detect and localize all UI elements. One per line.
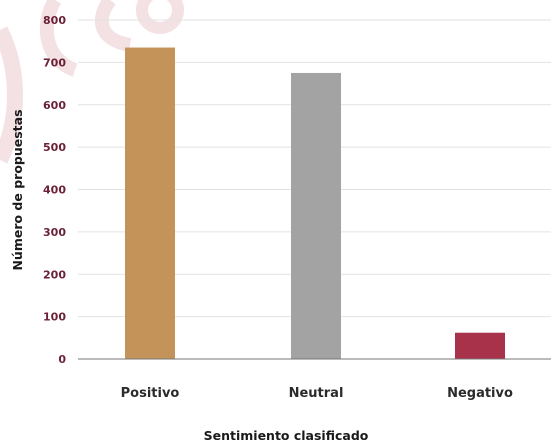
watermark — [0, 0, 184, 164]
y-tick-label: 100 — [43, 311, 66, 324]
y-tick-label: 200 — [43, 268, 66, 281]
y-tick-label: 600 — [43, 99, 66, 112]
x-tick-label: Neutral — [289, 386, 344, 401]
y-axis-title: Número de propuestas — [10, 109, 25, 270]
y-tick-label: 800 — [43, 14, 66, 27]
x-axis-title: Sentimiento clasificado — [204, 428, 369, 443]
x-tick-label: Negativo — [447, 386, 513, 401]
y-tick-label: 300 — [43, 226, 66, 239]
y-tick-label: 400 — [43, 184, 66, 197]
y-tick-label: 700 — [43, 56, 66, 69]
bar-neutral — [291, 72, 341, 359]
y-tick-label: 0 — [58, 353, 66, 366]
bars — [125, 47, 505, 359]
x-tick-label: Positivo — [121, 386, 180, 401]
y-tick-labels: 0 100 200 300 400 500 600 700 800 — [43, 14, 66, 366]
y-tick-label: 500 — [43, 141, 66, 154]
x-tick-labels: Positivo Neutral Negativo — [121, 386, 513, 401]
bar-positivo — [125, 47, 175, 359]
bar-negativo — [455, 332, 505, 359]
